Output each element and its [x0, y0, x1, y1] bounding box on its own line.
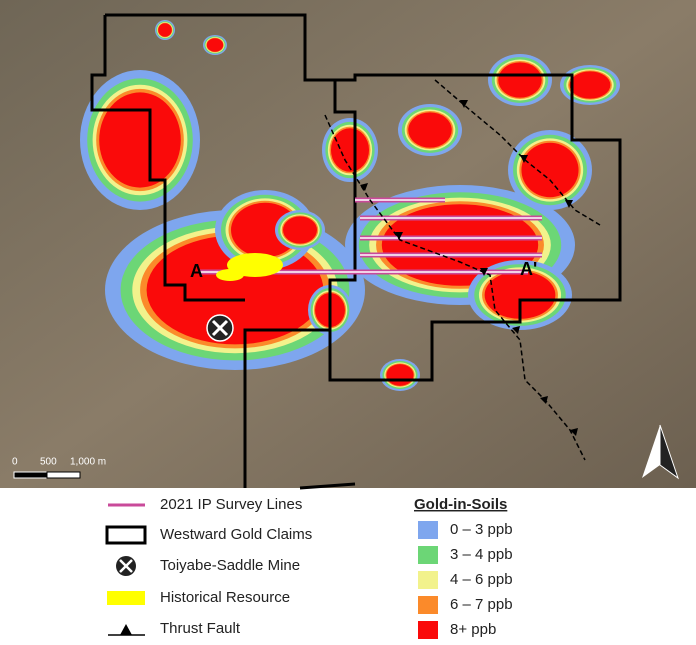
- legend-label: 2021 IP Survey Lines: [160, 496, 302, 513]
- section-label: A': [520, 259, 537, 279]
- anomaly-zone: [206, 38, 224, 52]
- legend-label: 8+ ppb: [450, 621, 496, 638]
- anomaly-zone: [484, 271, 556, 319]
- anomaly-zone: [158, 23, 172, 37]
- legend-swatch: [418, 546, 438, 564]
- anomaly-zone: [521, 142, 579, 198]
- legend-title: Gold-in-Soils: [414, 496, 507, 513]
- legend-label: Thrust Fault: [160, 620, 241, 637]
- claim-boundary: [90, 13, 622, 488]
- legend-label: Historical Resource: [160, 589, 290, 606]
- anomaly-zone: [386, 364, 414, 386]
- historical-resource: [216, 253, 283, 281]
- fault-teeth: [360, 100, 578, 436]
- scale-label: 0: [12, 457, 18, 468]
- section-label: A: [190, 261, 203, 281]
- legend: 2021 IP Survey Lines Westward Gold Claims…: [160, 496, 513, 639]
- legend-label: 3 – 4 ppb: [450, 546, 513, 563]
- legend-label: 0 – 3 ppb: [450, 521, 513, 538]
- anomaly-zone: [330, 128, 370, 172]
- anomaly-zone: [283, 216, 317, 244]
- legend-label: Toiyabe-Saddle Mine: [160, 557, 300, 574]
- scale-label: 1,000 m: [70, 457, 106, 468]
- anomaly-zone: [408, 112, 452, 148]
- legend-label: 4 – 6 ppb: [450, 571, 513, 588]
- anomaly-zone: [569, 71, 611, 99]
- scale-label: 500: [40, 457, 57, 468]
- legend-swatch: [418, 621, 438, 639]
- legend-label: Westward Gold Claims: [160, 526, 312, 543]
- legend-swatch: [418, 521, 438, 539]
- anomaly-zone: [99, 92, 181, 188]
- legend-swatch: [418, 571, 438, 589]
- mine-symbol: [206, 314, 234, 342]
- legend-label: 6 – 7 ppb: [450, 596, 513, 613]
- legend-swatch: [418, 596, 438, 614]
- scale-bar: 0 500 1,000 m: [12, 457, 106, 479]
- anomaly-zone: [498, 62, 542, 98]
- north-arrow: [642, 424, 679, 480]
- claim-boundary: [299, 482, 356, 490]
- legend-symbols: [105, 503, 147, 636]
